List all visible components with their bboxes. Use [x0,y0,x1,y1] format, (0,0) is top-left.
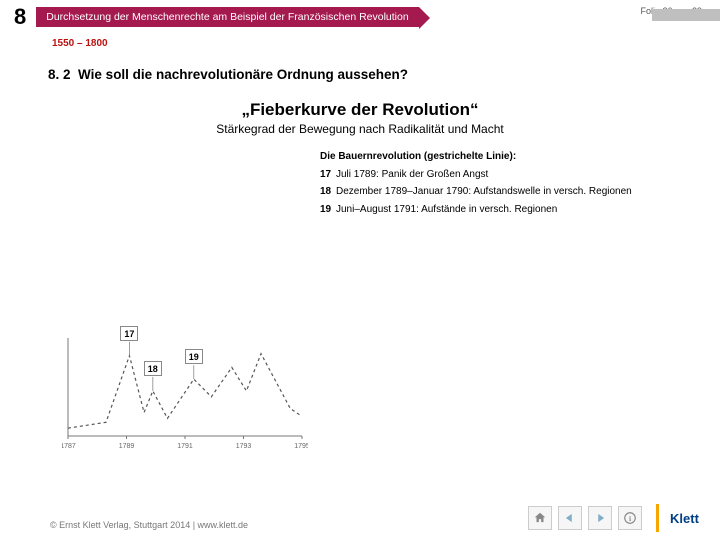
header-accent-bar [652,9,720,21]
copyright: © Ernst Klett Verlag, Stuttgart 2014 | w… [50,520,248,530]
legend-text: Dezember 1789–Januar 1790: Aufstandswell… [336,186,632,197]
home-button[interactable] [528,506,552,530]
svg-text:1793: 1793 [236,443,252,450]
svg-text:1791: 1791 [177,443,193,450]
svg-text:1795: 1795 [294,443,308,450]
breadcrumb: Durchsetzung der Menschenrechte am Beisp… [36,7,418,27]
info-button[interactable]: i [618,506,642,530]
klett-logo: Klett [656,504,706,532]
page-subtitle: Stärkegrad der Bewegung nach Radikalität… [0,122,720,136]
prev-button[interactable] [558,506,582,530]
legend-num-19: 19 [320,203,336,217]
legend: Die Bauernrevolution (gestrichelte Linie… [320,150,720,216]
legend-text: Juni–August 1791: Aufstände in versch. R… [336,204,557,215]
section-text: Wie soll die nachrevolutionäre Ordnung a… [78,67,408,82]
chart-marker-18: 18 [144,361,162,376]
section-title: 8. 2 Wie soll die nachrevolutionäre Ordn… [48,67,720,82]
legend-num-18: 18 [320,185,336,199]
nav-bar: i Klett [528,504,706,532]
svg-text:1787: 1787 [62,443,76,450]
legend-num-17: 17 [320,168,336,182]
legend-text: Juli 1789: Panik der Großen Angst [336,169,488,180]
chart-marker-19: 19 [185,349,203,364]
chart-marker-17: 17 [120,326,138,341]
header: 8 Durchsetzung der Menschenrechte am Bei… [0,0,720,34]
section-num: 8. 2 [48,67,71,82]
revolution-chart: 17871789179117931795 171819 [62,332,308,454]
svg-text:i: i [629,514,631,523]
chapter-number: 8 [0,0,36,34]
svg-text:1789: 1789 [119,443,135,450]
legend-title: Die Bauernrevolution (gestrichelte Linie… [320,150,720,164]
date-range: 1550 – 1800 [52,38,720,49]
legend-row: 18Dezember 1789–Januar 1790: Aufstandswe… [320,185,720,199]
legend-row: 17Juli 1789: Panik der Großen Angst [320,168,720,182]
legend-row: 19Juni–August 1791: Aufstände in versch.… [320,203,720,217]
next-button[interactable] [588,506,612,530]
page-title: „Fieberkurve der Revolution“ [0,100,720,120]
